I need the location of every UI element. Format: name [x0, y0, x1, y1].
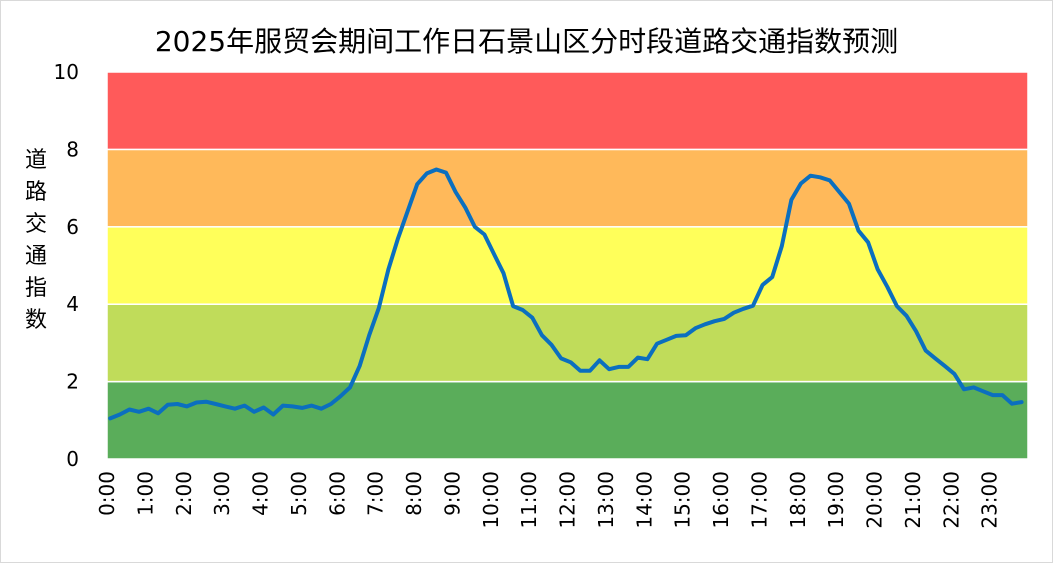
x-tick-label: 18:00	[786, 471, 810, 529]
x-tick-label: 1:00	[133, 471, 157, 516]
index-band-3	[106, 148, 1029, 228]
y-tick-label: 2	[66, 370, 79, 394]
x-tick-label: 3:00	[210, 471, 234, 516]
y-tick-label: 8	[66, 137, 79, 161]
y-tick-layer: 0 2 4 6 8 10	[54, 60, 79, 471]
x-tick-label: 4:00	[249, 471, 273, 516]
y-tick-label: 4	[66, 292, 79, 316]
x-tick-label: 11:00	[517, 471, 541, 529]
x-tick-label: 20:00	[863, 471, 887, 529]
line-layer	[108, 167, 1024, 421]
x-tick-label: 7:00	[364, 471, 388, 516]
series-line-0	[108, 167, 1024, 421]
x-tick-label: 14:00	[632, 471, 656, 529]
x-tick-label: 19:00	[824, 471, 848, 529]
x-tick-label: 6:00	[325, 471, 349, 516]
x-tick-label: 9:00	[440, 471, 464, 516]
y-tick-label: 6	[66, 215, 79, 239]
index-band-0	[106, 380, 1029, 460]
x-tick-label: 13:00	[594, 471, 618, 529]
y-axis-title-char: 通	[24, 244, 47, 269]
x-tick-label: 10:00	[479, 471, 503, 529]
x-tick-label: 17:00	[747, 471, 771, 529]
x-tick-label: 8:00	[402, 471, 426, 516]
x-tick-label: 5:00	[287, 471, 311, 516]
y-axis-title-char: 数	[24, 308, 47, 333]
band-layer	[106, 71, 1029, 460]
x-tick-label: 21:00	[901, 471, 925, 529]
chart-title: 2025年服贸会期间工作日石景山区分时段道路交通指数预测	[154, 25, 899, 58]
index-band-1	[106, 303, 1029, 383]
x-tick-layer: 0:00 1:00 2:00 3:00 4:00 5:00 6:00 7:00 8:00 9:00…	[95, 471, 1002, 529]
y-axis-title-char: 路	[24, 180, 47, 205]
x-tick-label: 15:00	[671, 471, 695, 529]
x-tick-label: 0:00	[95, 471, 119, 516]
y-axis-title-char: 交	[24, 212, 47, 237]
x-tick-label: 2:00	[172, 471, 196, 516]
x-tick-label: 16:00	[709, 471, 733, 529]
y-axis-title-char: 指	[24, 276, 47, 301]
y-tick-label: 10	[54, 60, 79, 84]
y-tick-label: 0	[66, 447, 79, 471]
y-axis-title-char: 道	[24, 148, 47, 173]
y-axis-title: 道路交通指数	[18, 145, 54, 337]
index-band-4	[106, 71, 1029, 151]
x-tick-label: 23:00	[978, 471, 1002, 529]
x-tick-label: 22:00	[939, 471, 963, 529]
x-tick-label: 12:00	[556, 471, 580, 529]
